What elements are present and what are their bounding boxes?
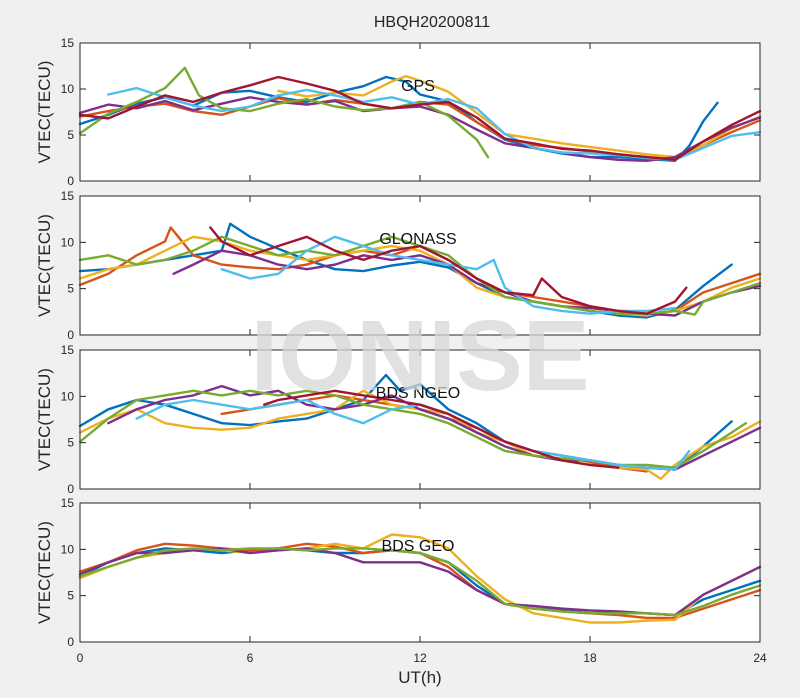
y-tick-label: 5	[67, 436, 74, 450]
series-line-7	[263, 389, 620, 469]
y-tick-label: 5	[67, 128, 74, 142]
y-axis-label: VTEC(TECU)	[35, 521, 54, 624]
x-tick-label: 0	[77, 651, 84, 665]
series-group	[78, 222, 762, 319]
series-line-5	[78, 235, 762, 316]
series-line-3	[78, 235, 762, 317]
series-line-1	[78, 75, 719, 162]
panel-label: BDS GEO	[382, 538, 455, 555]
series-line-3	[78, 389, 762, 480]
y-axis-label: VTEC(TECU)	[35, 61, 54, 164]
panel-glonass: 0 5 10 15 VTEC(TECU) GLONASS	[35, 189, 762, 342]
watermark: IONISE	[251, 300, 590, 412]
series-group	[78, 66, 762, 162]
y-tick-label: 10	[61, 235, 75, 249]
y-axis-label: VTEC(TECU)	[35, 214, 54, 317]
x-tick-label: 24	[753, 651, 767, 665]
y-tick-label: 10	[61, 389, 75, 403]
y-tick-label: 15	[61, 189, 75, 203]
figure-title: HBQH20200811	[374, 14, 490, 31]
y-tick-label: 0	[67, 328, 74, 342]
x-tick-label: 6	[247, 651, 254, 665]
panel-bds-ngeo: 0 5 10 15 VTEC(TECU) BDS NGEO	[35, 343, 762, 496]
x-axis-label: UT(h)	[398, 668, 441, 687]
y-tick-label: 15	[61, 36, 75, 50]
x-tick-label: 12	[413, 651, 427, 665]
series-line-5	[78, 66, 490, 159]
y-tick-label: 0	[67, 635, 74, 649]
panels: 0 5 10 15 VTEC(TECU) GPS 0 5 10 15 VTEC(TECU) GLONA…	[35, 36, 767, 665]
panel-label: GPS	[401, 78, 435, 95]
x-tick-label: 18	[583, 651, 597, 665]
y-tick-label: 0	[67, 174, 74, 188]
series-group	[78, 533, 762, 624]
series-line-4	[172, 249, 762, 317]
y-tick-label: 15	[61, 496, 75, 510]
panel-gps: 0 5 10 15 VTEC(TECU) GPS	[35, 36, 762, 188]
panel-label: GLONASS	[379, 231, 456, 248]
y-tick-label: 15	[61, 343, 75, 357]
y-tick-label: 10	[61, 542, 75, 556]
y-tick-label: 10	[61, 82, 75, 96]
series-line-5	[78, 547, 762, 617]
y-axis-label: VTEC(TECU)	[35, 368, 54, 471]
panel-bds-geo: 0 5 10 15 0 6 12 18 24 VTEC(TECU) BDS GEO	[35, 496, 767, 665]
series-line-4	[78, 96, 762, 162]
series-line-7	[209, 226, 688, 315]
series-line-7	[78, 75, 762, 161]
series-line-6	[220, 235, 677, 315]
series-group	[78, 373, 762, 480]
y-tick-label: 0	[67, 482, 74, 496]
y-tick-label: 5	[67, 282, 74, 296]
panel-label: BDS NGEO	[376, 385, 460, 402]
series-line-5	[78, 389, 747, 469]
y-tick-label: 5	[67, 589, 74, 603]
